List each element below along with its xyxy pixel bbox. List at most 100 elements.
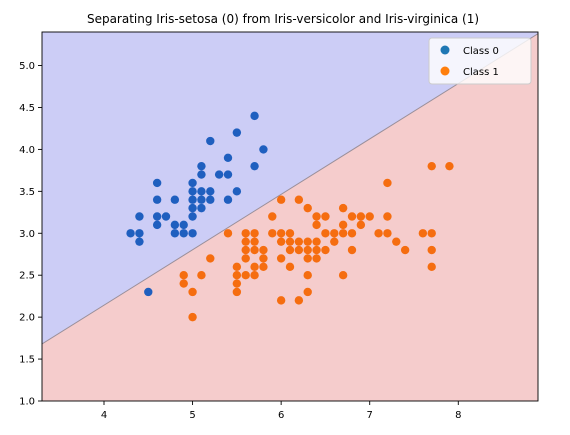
class-1-point: [374, 229, 382, 237]
class-1-point: [233, 271, 241, 279]
class-1-point: [233, 263, 241, 271]
class-0-point: [188, 204, 196, 212]
class-0-point: [188, 229, 196, 237]
class-1-point: [295, 237, 303, 245]
class-1-point: [392, 237, 400, 245]
class-1-point: [250, 229, 258, 237]
y-tick-label: 2.0: [19, 313, 35, 324]
class-1-point: [277, 296, 285, 304]
y-tick-label: 1.0: [19, 397, 35, 408]
class-0-point: [206, 187, 214, 195]
class-1-point: [366, 212, 374, 220]
class-0-point: [180, 229, 188, 237]
class-1-point: [312, 212, 320, 220]
class-1-point: [180, 271, 188, 279]
class-1-point: [250, 237, 258, 245]
class-0-point: [171, 196, 179, 204]
x-tick-label: 6: [278, 410, 284, 421]
class-1-point: [188, 313, 196, 321]
y-tick-label: 2.5: [19, 271, 35, 282]
x-tick-label: 5: [189, 410, 195, 421]
y-tick-label: 4.5: [19, 103, 35, 114]
class-1-point: [259, 246, 267, 254]
class-1-point: [242, 271, 250, 279]
class-1-point: [259, 263, 267, 271]
class-1-point: [268, 229, 276, 237]
class-0-point: [188, 196, 196, 204]
legend-marker: [441, 46, 450, 55]
class-1-point: [312, 246, 320, 254]
class-0-point: [135, 237, 143, 245]
x-tick-label: 8: [455, 410, 461, 421]
y-tick-label: 5.0: [19, 61, 35, 72]
class-0-point: [144, 288, 152, 296]
y-tick-label: 4.0: [19, 145, 35, 156]
class-1-point: [277, 237, 285, 245]
legend-label: Class 1: [463, 67, 499, 78]
class-1-point: [357, 212, 365, 220]
class-0-point: [197, 162, 205, 170]
class-0-point: [250, 112, 258, 120]
class-1-point: [242, 254, 250, 262]
y-tick-label: 1.5: [19, 355, 35, 366]
class-0-point: [135, 212, 143, 220]
class-1-point: [242, 237, 250, 245]
legend: Class 0 Class 1: [429, 38, 531, 84]
class-0-point: [153, 212, 161, 220]
class-1-point: [242, 229, 250, 237]
class-1-point: [348, 246, 356, 254]
class-0-point: [153, 196, 161, 204]
legend-marker: [441, 67, 450, 76]
class-1-point: [277, 254, 285, 262]
class-1-point: [330, 229, 338, 237]
class-1-point: [286, 237, 294, 245]
class-1-point: [304, 204, 312, 212]
class-0-point: [135, 229, 143, 237]
class-1-point: [304, 288, 312, 296]
class-0-point: [197, 170, 205, 178]
class-1-point: [428, 229, 436, 237]
x-tick-label: 4: [101, 410, 107, 421]
class-1-point: [286, 263, 294, 271]
class-1-point: [295, 196, 303, 204]
class-0-point: [188, 187, 196, 195]
class-1-point: [233, 279, 241, 287]
class-0-point: [153, 179, 161, 187]
class-1-point: [312, 221, 320, 229]
class-1-point: [286, 246, 294, 254]
class-1-point: [304, 237, 312, 245]
class-0-point: [197, 204, 205, 212]
decision-regions: [42, 32, 538, 401]
class-1-point: [339, 221, 347, 229]
x-tick-label: 7: [367, 410, 373, 421]
y-tick-label: 3.0: [19, 229, 35, 240]
class-1-point: [250, 271, 258, 279]
plot-area: [42, 32, 538, 401]
class-1-point: [428, 246, 436, 254]
class-0-point: [197, 187, 205, 195]
class-1-point: [286, 229, 294, 237]
class-1-point: [321, 212, 329, 220]
class-1-point: [445, 162, 453, 170]
class-1-point: [357, 221, 365, 229]
legend-label: Class 0: [463, 46, 499, 57]
class-1-point: [312, 237, 320, 245]
class-1-point: [304, 271, 312, 279]
class-1-point: [383, 229, 391, 237]
class-1-point: [304, 246, 312, 254]
y-tick-label: 3.5: [19, 187, 35, 198]
class-1-point: [206, 254, 214, 262]
class-1-point: [401, 246, 409, 254]
class-1-point: [268, 212, 276, 220]
class-1-point: [233, 288, 241, 296]
class-0-point: [250, 162, 258, 170]
class-0-point: [215, 170, 223, 178]
class-0-point: [153, 221, 161, 229]
class-1-point: [428, 263, 436, 271]
class-0-point: [188, 179, 196, 187]
class-1-point: [383, 212, 391, 220]
class-0-point: [188, 212, 196, 220]
class-1-point: [180, 279, 188, 287]
class-1-point: [339, 204, 347, 212]
